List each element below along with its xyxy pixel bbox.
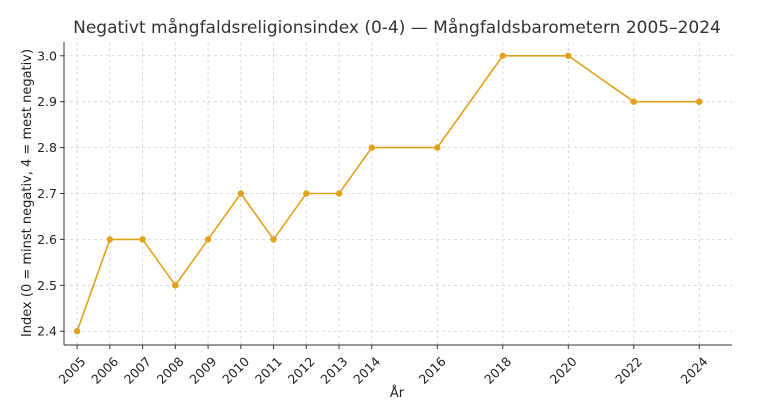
y-tick-label: 2.8 <box>37 140 57 155</box>
data-point <box>499 52 506 59</box>
y-tick-label: 3.0 <box>37 48 57 63</box>
x-tick-label: 2010 <box>219 354 252 387</box>
y-tick-label: 2.9 <box>37 94 57 109</box>
x-tick-label: 2024 <box>678 354 711 387</box>
data-point <box>368 144 376 151</box>
data-point <box>73 328 81 335</box>
y-ticks: 2.4 2.5 2.6 2.7 2.8 2.9 3.0 <box>37 48 64 339</box>
data-point <box>106 236 114 243</box>
y-tick-label: 2.7 <box>37 186 57 201</box>
data-point <box>630 98 637 105</box>
y-tick-label: 2.5 <box>37 278 57 293</box>
series-layer <box>73 52 703 335</box>
x-tick-label: 2009 <box>186 354 219 387</box>
x-ticks: 2005 2006 2007 2008 2009 2010 2011 2012 2013 2014… <box>55 345 711 387</box>
y-tick-label: 2.4 <box>37 324 57 339</box>
x-tick-label: 2014 <box>350 354 383 387</box>
x-tick-label: 2018 <box>481 354 514 387</box>
data-point <box>270 236 277 243</box>
x-tick-label: 2013 <box>317 354 350 387</box>
y-tick-label: 2.6 <box>37 232 57 247</box>
data-point <box>565 52 572 59</box>
x-tick-label: 2020 <box>547 354 580 387</box>
data-point <box>434 144 441 151</box>
grid <box>64 42 732 345</box>
x-tick-label: 2022 <box>612 354 645 387</box>
chart-title: Negativt mångfaldsreligionsindex (0-4) —… <box>73 17 721 38</box>
x-tick-label: 2007 <box>121 354 154 387</box>
x-tick-label: 2016 <box>416 354 449 387</box>
data-point <box>172 282 179 289</box>
data-point <box>204 236 212 243</box>
data-point <box>139 236 146 243</box>
data-point <box>303 190 310 197</box>
x-axis-label: År <box>390 385 405 401</box>
x-tick-label: 2012 <box>285 354 318 387</box>
axes <box>63 42 732 346</box>
data-point <box>335 190 343 197</box>
x-tick-label: 2011 <box>252 354 285 387</box>
data-point <box>696 98 703 105</box>
x-tick-label: 2005 <box>55 354 88 387</box>
x-tick-label: 2006 <box>88 354 121 387</box>
data-point <box>237 190 245 197</box>
x-tick-label: 2008 <box>154 354 187 387</box>
y-axis-label: Index (0 = minst negativ, 4 = mest negat… <box>20 49 35 337</box>
